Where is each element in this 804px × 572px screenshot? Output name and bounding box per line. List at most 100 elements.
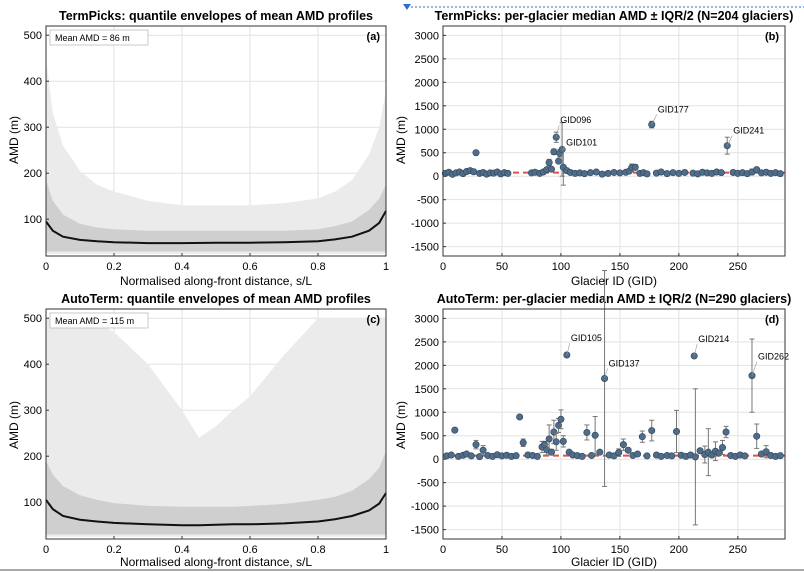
panel-d-xlabel: Glacier ID (GID) [571, 555, 657, 569]
glacier-label: GID101 [566, 137, 597, 147]
y-tick-label: 1000 [415, 407, 439, 419]
glacier-label: GID262 [758, 352, 789, 362]
y-tick-label: 300 [24, 405, 42, 417]
plot-frame [45, 308, 387, 540]
glacier-point [578, 452, 586, 460]
x-tick-label: 0.8 [310, 261, 325, 273]
glacier-point [545, 159, 553, 167]
glacier-point [591, 431, 599, 439]
glacier-point [691, 453, 699, 461]
panel-label: (b) [765, 31, 779, 43]
x-tick-label: 0 [43, 544, 49, 556]
panel-label: (a) [367, 31, 381, 43]
glacier-point [555, 157, 563, 165]
y-tick-label: 1500 [415, 101, 439, 113]
glacier-point [550, 148, 558, 156]
glacier-point [762, 448, 770, 456]
y-tick-label: 100 [24, 497, 42, 509]
glacier-point [592, 168, 600, 176]
panel-c-ylabel: AMD (m) [7, 401, 21, 449]
mean-annotation: Mean AMD = 115 m [55, 316, 134, 326]
glacier-label: GID096 [560, 115, 591, 125]
x-tick-label: 50 [496, 261, 508, 273]
glacier-point [675, 169, 683, 177]
inner-quantile-band [46, 451, 386, 535]
glacier-point [479, 446, 487, 454]
panel-c-xlabel: Normalised along-front distance, s/L [120, 555, 312, 569]
label-leader [693, 343, 698, 357]
glacier-point [616, 169, 624, 177]
glacier-point [669, 169, 677, 177]
panel-label: (c) [367, 314, 381, 326]
glacier-label: GID105 [571, 333, 602, 343]
glacier-label: GID177 [658, 105, 689, 115]
y-tick-label: 1000 [415, 124, 439, 136]
glacier-point [604, 169, 612, 177]
x-tick-label: 0.4 [174, 544, 189, 556]
y-tick-label: 100 [24, 214, 42, 226]
glacier-point [545, 435, 553, 443]
glacier-point [619, 441, 627, 449]
x-tick-label: 100 [552, 544, 570, 556]
glacier-point [472, 149, 480, 157]
x-tick-label: 0.2 [106, 544, 121, 556]
x-tick-label: 200 [670, 261, 688, 273]
x-tick-label: 0.2 [106, 261, 121, 273]
y-tick-label: -500 [417, 195, 439, 207]
glacier-point [547, 448, 555, 456]
glacier-point [663, 170, 671, 178]
glacier-point [722, 428, 730, 436]
plot-frame [45, 25, 387, 257]
panel-a-title: TermPicks: quantile envelopes of mean AM… [59, 9, 373, 23]
plot-frame [442, 25, 786, 257]
inner-quantile-band [46, 180, 386, 252]
x-tick-label: 0.6 [242, 261, 257, 273]
y-tick-label: 200 [24, 168, 42, 180]
glacier-point [467, 452, 475, 460]
x-tick-label: 0.6 [242, 544, 257, 556]
y-tick-label: 2000 [415, 77, 439, 89]
glacier-point [696, 447, 704, 455]
glacier-point [634, 450, 642, 458]
glacier-point [559, 437, 567, 445]
y-tick-label: 3000 [415, 30, 439, 42]
x-tick-label: 1 [383, 261, 389, 273]
glacier-point [447, 451, 455, 459]
panel-d-plot: GID105 GID137 GID214 GID262 0 50 100 150 200 250 3… [411, 270, 789, 556]
x-tick-label: 200 [670, 544, 688, 556]
y-tick-label: 1500 [415, 384, 439, 396]
panel-a-plot: Mean AMD = 86 m 0 0.2 0.4 0.6 0.8 1 100 200 300 40… [24, 25, 389, 273]
glacier-point [776, 170, 784, 178]
y-tick-label: 500 [421, 148, 439, 160]
glacier-point [681, 168, 689, 176]
panel-c-plot: Mean AMD = 115 m 0 0.2 0.4 0.6 0.8 1 100 200 300 4… [24, 308, 389, 556]
panel-c-title: AutoTerm: quantile envelopes of mean AMD… [61, 292, 371, 306]
glacier-point [657, 168, 665, 176]
mean-annotation-box [49, 29, 149, 46]
label-leader [555, 125, 560, 138]
glacier-point [718, 443, 726, 451]
y-tick-label: -500 [417, 478, 439, 490]
label-leader [751, 361, 758, 376]
outer-quantile-band [46, 318, 386, 537]
x-tick-label: 0 [440, 544, 446, 556]
glacier-point [610, 168, 618, 176]
x-tick-label: 0.8 [310, 544, 325, 556]
glacier-point [631, 163, 639, 171]
plot-background [443, 26, 785, 256]
label-leader [726, 135, 733, 146]
x-tick-label: 1 [383, 544, 389, 556]
outer-quantile-band [46, 58, 386, 254]
mean-annotation: Mean AMD = 86 m [55, 33, 130, 43]
panel-b-xlabel: Glacier ID (GID) [571, 274, 657, 288]
glacier-point [648, 427, 656, 435]
panel-d-title: AutoTerm: per-glacier median AMD ± IQR/2… [437, 292, 792, 306]
y-tick-label: 500 [24, 313, 42, 325]
glacier-point [668, 452, 676, 460]
y-tick-label: 500 [24, 30, 42, 42]
y-tick-label: 2000 [415, 360, 439, 372]
glacier-point [519, 439, 527, 447]
glacier-point [673, 428, 681, 436]
glacier-point [643, 170, 651, 178]
glacier-point [557, 415, 565, 423]
